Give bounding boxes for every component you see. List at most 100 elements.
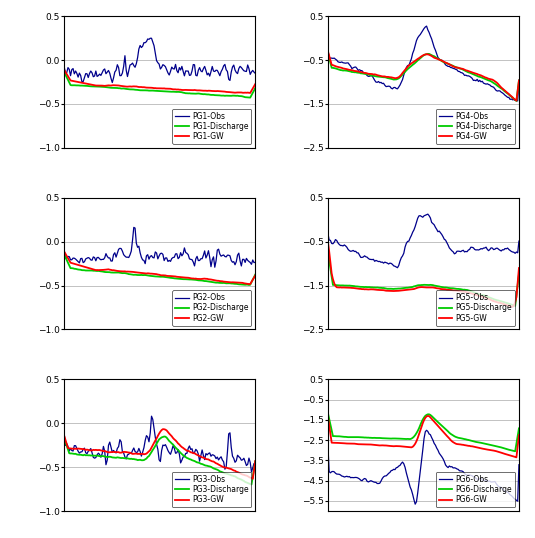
- PG1-GW: [185, 87, 192, 93]
- PG1-Discharge: [185, 90, 192, 97]
- PG5-Discharge: [325, 249, 331, 256]
- PG2-Discharge: [189, 277, 195, 283]
- PG2-Discharge: [109, 270, 116, 276]
- Legend: PG4-Obs, PG4-Discharge, PG4-GW: PG4-Obs, PG4-Discharge, PG4-GW: [435, 109, 515, 144]
- PG5-Discharge: [512, 303, 518, 309]
- PG3-GW: [190, 450, 196, 456]
- PG4-Obs: [423, 23, 430, 30]
- PG6-Obs: [412, 501, 418, 507]
- PG6-Obs: [423, 427, 430, 434]
- PG3-Obs: [190, 450, 196, 457]
- PG6-Obs: [331, 469, 338, 475]
- PG2-GW: [127, 268, 133, 275]
- PG4-Discharge: [325, 49, 331, 56]
- Legend: PG3-Obs, PG3-Discharge, PG3-GW: PG3-Obs, PG3-Discharge, PG3-GW: [172, 472, 251, 507]
- PG2-GW: [109, 267, 116, 273]
- Line: PG5-Obs: PG5-Obs: [328, 214, 519, 268]
- PG5-GW: [325, 238, 331, 245]
- Legend: PG5-Obs, PG5-Discharge, PG5-GW: PG5-Obs, PG5-Discharge, PG5-GW: [435, 290, 515, 325]
- PG4-GW: [516, 77, 522, 84]
- PG4-Discharge: [453, 63, 459, 70]
- PG4-GW: [325, 48, 331, 54]
- PG1-Obs: [61, 63, 67, 70]
- PG4-Discharge: [391, 76, 397, 83]
- Line: PG4-Obs: PG4-Obs: [328, 26, 519, 101]
- PG3-Discharge: [67, 450, 74, 457]
- PG1-Discharge: [61, 69, 67, 75]
- PG5-GW: [354, 285, 360, 292]
- PG3-GW: [61, 433, 67, 439]
- PG1-Obs: [252, 70, 258, 76]
- PG6-GW: [354, 441, 360, 447]
- PG6-GW: [391, 443, 397, 449]
- Line: PG1-Discharge: PG1-Discharge: [64, 72, 255, 97]
- PG5-GW: [373, 287, 379, 293]
- PG4-Obs: [354, 65, 360, 72]
- PG3-Obs: [90, 454, 96, 461]
- PG2-GW: [61, 249, 67, 255]
- PG1-Obs: [147, 35, 154, 41]
- PG3-Obs: [109, 449, 116, 456]
- PG2-Discharge: [67, 265, 74, 271]
- PG1-Obs: [90, 74, 96, 80]
- PG6-Obs: [391, 466, 397, 472]
- PG1-Obs: [110, 75, 117, 81]
- PG6-GW: [373, 442, 379, 448]
- PG4-GW: [373, 72, 379, 78]
- PG3-GW: [109, 449, 116, 455]
- PG6-GW: [325, 413, 331, 419]
- PG2-Obs: [109, 258, 116, 264]
- Line: PG1-Obs: PG1-Obs: [64, 38, 255, 82]
- PG1-GW: [127, 83, 133, 90]
- PG3-GW: [127, 449, 133, 456]
- PG3-Discharge: [190, 457, 196, 464]
- PG6-Discharge: [453, 434, 459, 440]
- PG3-Discharge: [252, 458, 258, 465]
- PG5-Discharge: [391, 286, 397, 292]
- PG1-Discharge: [189, 90, 195, 97]
- PG5-Obs: [391, 263, 397, 269]
- PG4-Obs: [325, 47, 331, 54]
- Line: PG5-GW: PG5-GW: [328, 242, 519, 307]
- Line: PG6-GW: PG6-GW: [328, 416, 519, 457]
- PG6-Obs: [516, 462, 522, 468]
- PG1-Discharge: [247, 94, 254, 101]
- PG5-GW: [449, 287, 455, 293]
- PG1-Obs: [109, 79, 116, 86]
- PG5-GW: [509, 303, 516, 310]
- PG2-Discharge: [61, 251, 67, 258]
- PG3-Discharge: [127, 456, 133, 462]
- PG4-Obs: [391, 84, 397, 91]
- PG3-GW: [159, 426, 166, 433]
- PG1-Obs: [188, 72, 194, 78]
- PG3-Obs: [252, 461, 258, 467]
- Line: PG3-Obs: PG3-Obs: [64, 416, 255, 472]
- PG5-Obs: [516, 238, 522, 244]
- PG2-GW: [189, 275, 195, 282]
- PG3-Discharge: [90, 452, 96, 459]
- PG2-Discharge: [185, 276, 192, 282]
- Line: PG1-GW: PG1-GW: [64, 70, 255, 93]
- PG1-Discharge: [109, 84, 116, 91]
- PG5-GW: [516, 265, 522, 271]
- PG2-GW: [185, 274, 192, 281]
- PG3-GW: [90, 447, 96, 453]
- PG2-Discharge: [127, 271, 133, 278]
- PG6-Discharge: [354, 434, 360, 440]
- PG3-Discharge: [109, 454, 116, 461]
- PG4-Obs: [450, 65, 456, 72]
- PG2-Obs: [190, 259, 196, 265]
- PG4-Discharge: [331, 65, 338, 72]
- PG1-Obs: [192, 61, 198, 68]
- PG2-Obs: [211, 264, 218, 271]
- PG4-Discharge: [516, 77, 522, 84]
- PG5-Discharge: [449, 285, 455, 292]
- Line: PG6-Discharge: PG6-Discharge: [328, 413, 519, 451]
- Line: PG2-GW: PG2-GW: [64, 252, 255, 284]
- PG2-GW: [67, 259, 74, 266]
- PG1-GW: [67, 77, 74, 84]
- Legend: PG2-Obs, PG2-Discharge, PG2-GW: PG2-Obs, PG2-Discharge, PG2-GW: [172, 290, 251, 325]
- PG2-GW: [90, 266, 96, 273]
- PG2-Obs: [67, 257, 74, 263]
- PG5-Obs: [373, 257, 379, 264]
